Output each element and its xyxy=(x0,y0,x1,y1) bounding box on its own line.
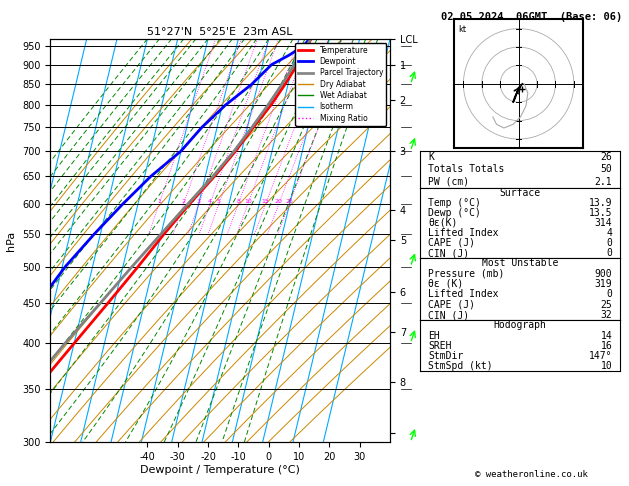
Text: CIN (J): CIN (J) xyxy=(428,248,469,258)
Text: Totals Totals: Totals Totals xyxy=(428,164,504,174)
Text: 2.1: 2.1 xyxy=(594,176,612,187)
Text: 16: 16 xyxy=(601,341,612,351)
Text: 13.5: 13.5 xyxy=(589,208,612,218)
Text: 25: 25 xyxy=(286,199,293,204)
Text: Hodograph: Hodograph xyxy=(494,320,547,330)
Text: 13.9: 13.9 xyxy=(589,198,612,208)
Text: 8: 8 xyxy=(237,199,240,204)
Text: K: K xyxy=(428,152,434,162)
Text: 2: 2 xyxy=(182,199,186,204)
Text: Lifted Index: Lifted Index xyxy=(428,289,499,299)
Text: 0: 0 xyxy=(606,238,612,248)
Text: 319: 319 xyxy=(594,279,612,289)
Text: CAPE (J): CAPE (J) xyxy=(428,300,475,310)
Text: 4: 4 xyxy=(606,228,612,238)
Text: kt: kt xyxy=(458,25,466,34)
Text: 3: 3 xyxy=(197,199,201,204)
Text: Mixing Ratio (g/kg): Mixing Ratio (g/kg) xyxy=(447,201,455,280)
Text: θε(K): θε(K) xyxy=(428,218,457,228)
Text: PW (cm): PW (cm) xyxy=(428,176,469,187)
Text: Pressure (mb): Pressure (mb) xyxy=(428,269,504,278)
Text: 10: 10 xyxy=(244,199,252,204)
Text: Lifted Index: Lifted Index xyxy=(428,228,499,238)
Text: 900: 900 xyxy=(594,269,612,278)
Text: 1: 1 xyxy=(157,199,161,204)
Y-axis label: hPa: hPa xyxy=(6,230,16,251)
Text: CAPE (J): CAPE (J) xyxy=(428,238,475,248)
Text: EH: EH xyxy=(428,330,440,341)
Text: 0: 0 xyxy=(606,289,612,299)
Text: 0: 0 xyxy=(606,248,612,258)
Text: CIN (J): CIN (J) xyxy=(428,310,469,320)
Text: 4: 4 xyxy=(208,199,212,204)
Text: Surface: Surface xyxy=(499,188,541,198)
Text: 25: 25 xyxy=(601,300,612,310)
Text: 02.05.2024  06GMT  (Base: 06): 02.05.2024 06GMT (Base: 06) xyxy=(441,12,622,22)
Text: θε (K): θε (K) xyxy=(428,279,464,289)
Text: StmSpd (kt): StmSpd (kt) xyxy=(428,361,493,371)
Text: 20: 20 xyxy=(275,199,283,204)
Text: 14: 14 xyxy=(601,330,612,341)
X-axis label: Dewpoint / Temperature (°C): Dewpoint / Temperature (°C) xyxy=(140,465,300,475)
Text: 50: 50 xyxy=(601,164,612,174)
Text: 26: 26 xyxy=(601,152,612,162)
Text: 15: 15 xyxy=(262,199,270,204)
Title: 51°27'N  5°25'E  23m ASL: 51°27'N 5°25'E 23m ASL xyxy=(147,27,293,37)
Text: 5: 5 xyxy=(217,199,221,204)
Text: 314: 314 xyxy=(594,218,612,228)
Text: Dewp (°C): Dewp (°C) xyxy=(428,208,481,218)
Legend: Temperature, Dewpoint, Parcel Trajectory, Dry Adiabat, Wet Adiabat, Isotherm, Mi: Temperature, Dewpoint, Parcel Trajectory… xyxy=(295,43,386,125)
Text: StmDir: StmDir xyxy=(428,351,464,361)
Text: SREH: SREH xyxy=(428,341,452,351)
Text: 32: 32 xyxy=(601,310,612,320)
Text: © weatheronline.co.uk: © weatheronline.co.uk xyxy=(475,469,588,479)
Text: 147°: 147° xyxy=(589,351,612,361)
Y-axis label: km
ASL: km ASL xyxy=(425,241,443,262)
Text: Most Unstable: Most Unstable xyxy=(482,258,559,268)
Text: 10: 10 xyxy=(601,361,612,371)
Text: Temp (°C): Temp (°C) xyxy=(428,198,481,208)
